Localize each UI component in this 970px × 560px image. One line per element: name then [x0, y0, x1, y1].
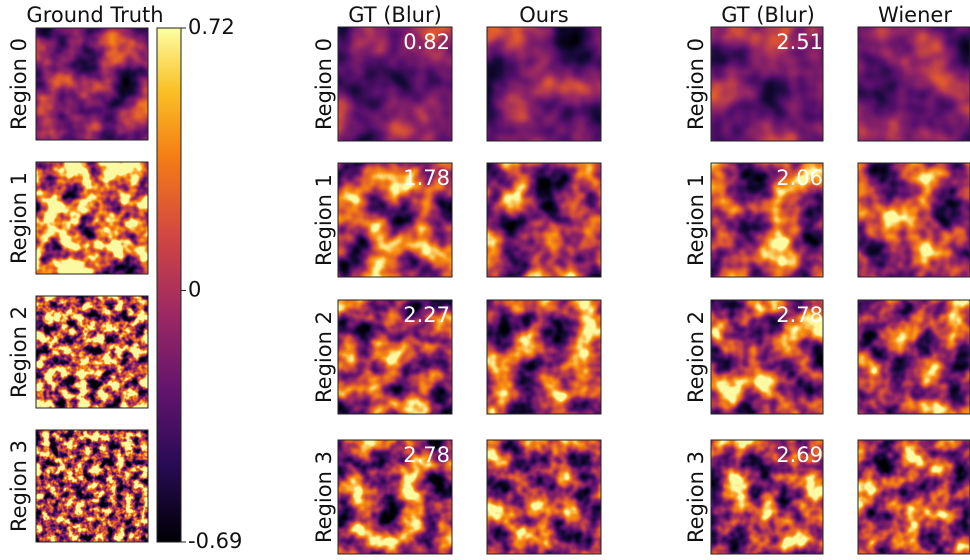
- row-label: Region 2: [684, 311, 708, 403]
- row-label: Region 2: [312, 311, 336, 403]
- image-frame: [710, 162, 824, 278]
- heatmap-image: [858, 440, 970, 554]
- image-frame: [337, 299, 453, 415]
- image-frame: [710, 299, 824, 415]
- column-title: Wiener: [878, 3, 952, 27]
- image-frame: [486, 26, 602, 142]
- heatmap-image: [487, 27, 601, 141]
- image-frame: [35, 27, 149, 141]
- heatmap-image: [36, 430, 148, 542]
- row-label: Region 0: [312, 38, 336, 130]
- colorbar-tick-label: 0: [188, 277, 201, 301]
- row-label: Region 1: [312, 174, 336, 266]
- image-frame: [857, 26, 970, 142]
- score-label: 2.78: [403, 443, 450, 467]
- row-label: Region 0: [7, 38, 31, 130]
- image-frame: [337, 439, 453, 555]
- image-frame: [35, 429, 149, 543]
- image-frame: [710, 26, 824, 142]
- score-label: 2.27: [403, 303, 450, 327]
- heatmap-image: [36, 162, 148, 274]
- row-label: Region 3: [684, 451, 708, 543]
- heatmap-image: [858, 27, 970, 141]
- heatmap-image: [858, 300, 970, 414]
- row-label: Region 3: [7, 440, 31, 532]
- score-label: 2.78: [776, 303, 823, 327]
- column-title: GT (Blur): [721, 3, 815, 27]
- heatmap-image: [487, 163, 601, 277]
- row-label: Region 1: [7, 172, 31, 264]
- colorbar-tick-label: -0.69: [188, 529, 242, 553]
- heatmap-image: [487, 440, 601, 554]
- row-label: Region 0: [684, 38, 708, 130]
- score-label: 1.78: [403, 166, 450, 190]
- heatmap-image: [36, 296, 148, 408]
- heatmap-image: [338, 163, 452, 277]
- column-title: Ground Truth: [26, 3, 163, 27]
- colorbar: [156, 27, 182, 543]
- colorbar-tick-label: 0.72: [188, 15, 235, 39]
- heatmap-image: [338, 27, 452, 141]
- image-frame: [337, 26, 453, 142]
- heatmap-image: [711, 440, 823, 554]
- score-label: 2.06: [776, 166, 823, 190]
- heatmap-image: [711, 27, 823, 141]
- image-frame: [35, 295, 149, 409]
- column-title: GT (Blur): [348, 3, 442, 27]
- score-label: 0.82: [403, 30, 450, 54]
- image-frame: [857, 299, 970, 415]
- image-frame: [35, 161, 149, 275]
- row-label: Region 3: [312, 451, 336, 543]
- image-frame: [857, 439, 970, 555]
- image-frame: [857, 162, 970, 278]
- image-frame: [486, 162, 602, 278]
- image-frame: [486, 299, 602, 415]
- image-frame: [486, 439, 602, 555]
- score-label: 2.51: [776, 30, 823, 54]
- heatmap-image: [711, 163, 823, 277]
- row-label: Region 1: [684, 174, 708, 266]
- image-frame: [710, 439, 824, 555]
- heatmap-image: [338, 440, 452, 554]
- heatmap-image: [711, 300, 823, 414]
- heatmap-image: [36, 28, 148, 140]
- heatmap-image: [858, 163, 970, 277]
- row-label: Region 2: [7, 306, 31, 398]
- score-label: 2.69: [776, 443, 823, 467]
- heatmap-image: [487, 300, 601, 414]
- image-frame: [337, 162, 453, 278]
- column-title: Ours: [519, 3, 568, 27]
- heatmap-image: [338, 300, 452, 414]
